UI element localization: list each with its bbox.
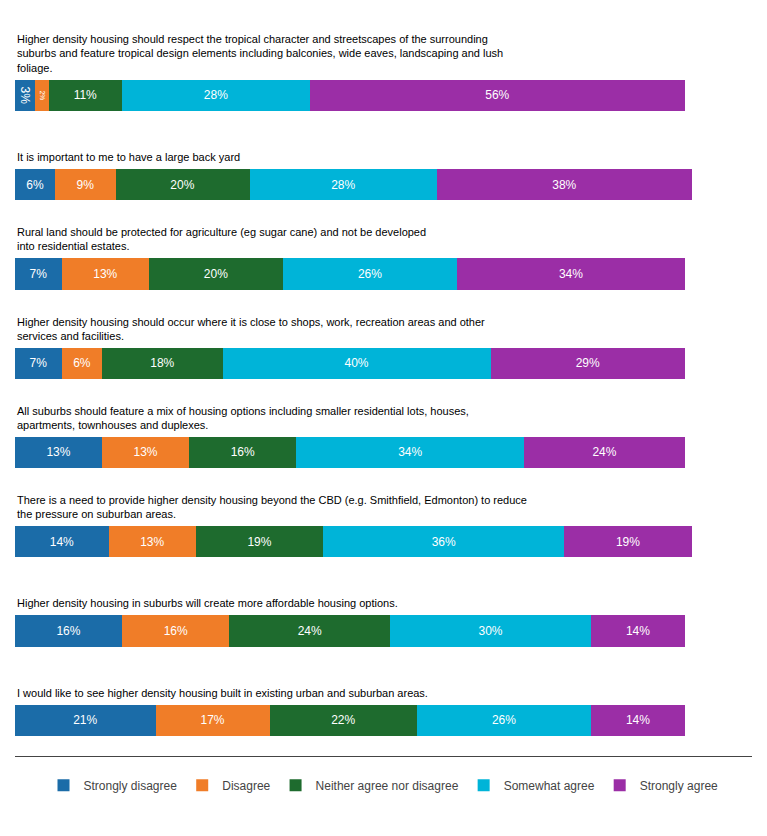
svg-text:Strongly agree: Strongly agree <box>640 779 718 793</box>
svg-text:There is a need to provide hig: There is a need to provide higher densit… <box>17 494 527 520</box>
svg-text:7%: 7% <box>30 356 48 370</box>
svg-text:14%: 14% <box>50 535 74 549</box>
svg-text:21%: 21% <box>73 713 97 727</box>
svg-text:6%: 6% <box>73 356 91 370</box>
svg-text:13%: 13% <box>140 535 164 549</box>
svg-text:14%: 14% <box>626 624 650 638</box>
svg-text:Strongly disagree: Strongly disagree <box>84 779 178 793</box>
svg-text:Rural land should be protected: Rural land should be protected for agric… <box>17 226 426 252</box>
svg-text:28%: 28% <box>204 88 228 102</box>
svg-text:28%: 28% <box>331 178 355 192</box>
svg-text:20%: 20% <box>170 178 194 192</box>
svg-text:13%: 13% <box>46 445 70 459</box>
svg-text:11%: 11% <box>74 88 97 102</box>
svg-text:Disagree: Disagree <box>222 779 270 793</box>
svg-text:26%: 26% <box>492 713 516 727</box>
svg-text:3%: 3% <box>18 87 32 105</box>
svg-text:Neither agree nor disagree: Neither agree nor disagree <box>316 779 459 793</box>
svg-text:56%: 56% <box>485 88 509 102</box>
svg-text:34%: 34% <box>559 267 583 281</box>
svg-text:9%: 9% <box>77 178 95 192</box>
svg-text:It is important to me to have: It is important to me to have a large ba… <box>17 151 240 163</box>
svg-text:17%: 17% <box>200 713 224 727</box>
svg-text:30%: 30% <box>479 624 503 638</box>
svg-text:20%: 20% <box>204 267 228 281</box>
svg-text:19%: 19% <box>247 535 271 549</box>
svg-text:Somewhat agree: Somewhat agree <box>504 779 595 793</box>
svg-text:36%: 36% <box>432 535 456 549</box>
svg-text:13%: 13% <box>93 267 117 281</box>
svg-text:24%: 24% <box>592 445 616 459</box>
svg-text:All suburbs should feature a m: All suburbs should feature a mix of hous… <box>17 405 469 431</box>
svg-text:Higher density housing in subu: Higher density housing in suburbs will c… <box>17 597 398 609</box>
svg-text:14%: 14% <box>626 713 650 727</box>
svg-text:7%: 7% <box>30 267 48 281</box>
svg-text:29%: 29% <box>576 356 600 370</box>
svg-text:26%: 26% <box>358 267 382 281</box>
svg-text:I would like to see higher den: I would like to see higher density housi… <box>17 687 428 699</box>
svg-text:38%: 38% <box>552 178 576 192</box>
svg-text:13%: 13% <box>133 445 157 459</box>
svg-text:2%: 2% <box>39 91 46 101</box>
svg-text:Higher density housing should: Higher density housing should occur wher… <box>17 316 485 342</box>
svg-text:18%: 18% <box>150 356 174 370</box>
svg-text:16%: 16% <box>164 624 188 638</box>
svg-text:34%: 34% <box>398 445 422 459</box>
svg-text:Higher density housing should: Higher density housing should respect th… <box>17 33 503 74</box>
svg-text:16%: 16% <box>231 445 255 459</box>
svg-text:40%: 40% <box>345 356 369 370</box>
svg-text:16%: 16% <box>56 624 80 638</box>
svg-text:24%: 24% <box>298 624 322 638</box>
svg-text:6%: 6% <box>26 178 44 192</box>
svg-text:22%: 22% <box>331 713 355 727</box>
svg-text:19%: 19% <box>616 535 640 549</box>
